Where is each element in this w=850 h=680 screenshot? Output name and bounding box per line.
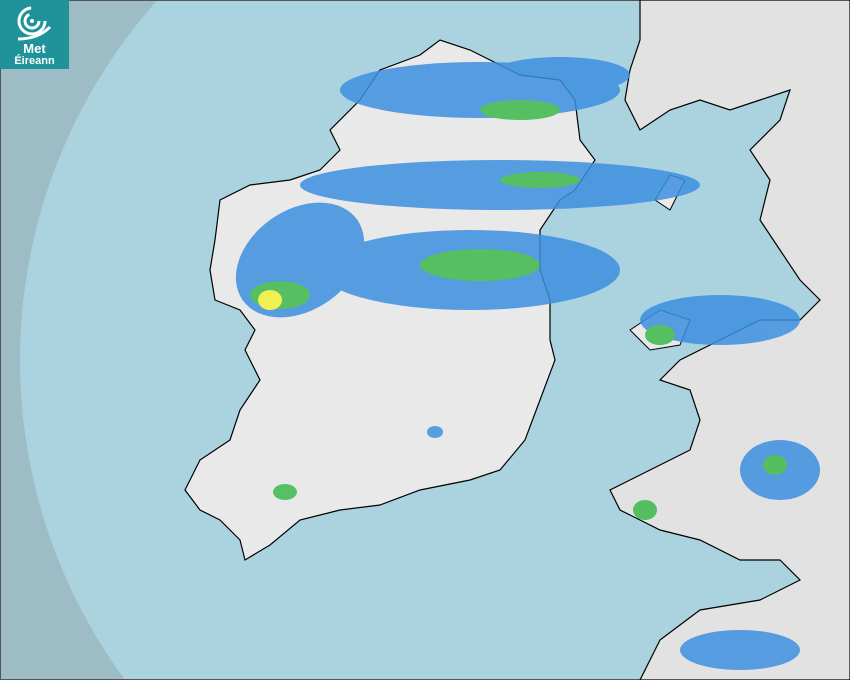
logo-text-eireann: Éireann [14, 55, 55, 67]
logo-text-met: Met [23, 41, 46, 56]
swirl-icon [17, 6, 52, 41]
rain-layer [235, 57, 820, 670]
met-eireann-logo: Met Éireann [0, 0, 69, 69]
